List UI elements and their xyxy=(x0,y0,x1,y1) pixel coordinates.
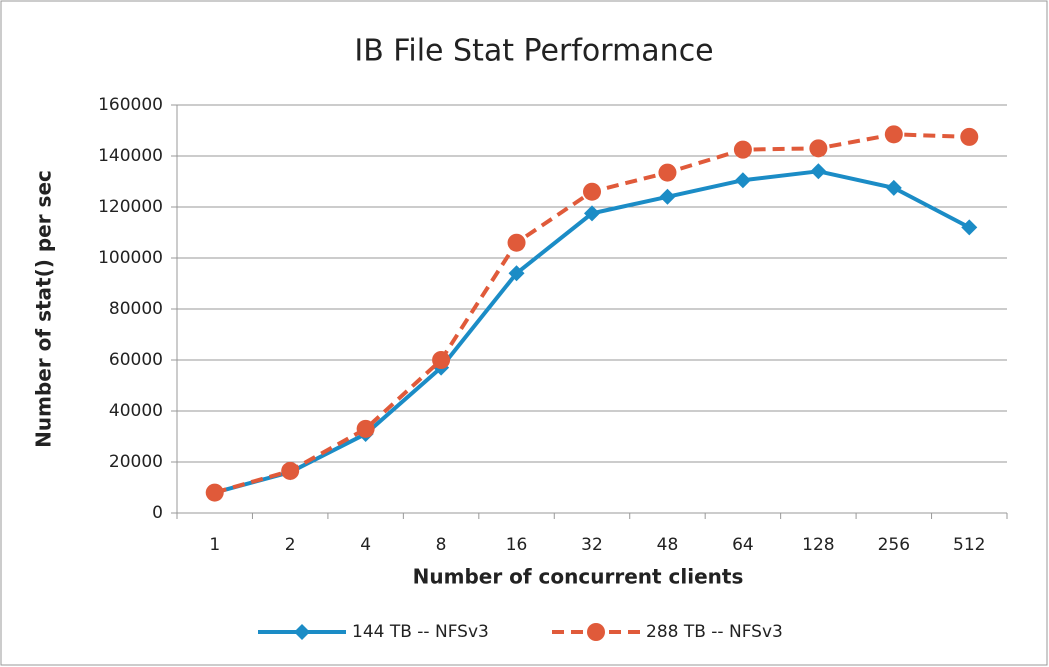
point xyxy=(507,233,526,252)
legend-label: 288 TB -- NFSv3 xyxy=(646,622,783,642)
point xyxy=(584,205,600,222)
x-tick-label: 256 xyxy=(878,535,910,555)
legend-marker xyxy=(587,623,605,641)
x-tick-label: 32 xyxy=(581,535,603,555)
point xyxy=(961,219,978,236)
x-tick-label: 2 xyxy=(285,535,296,555)
point xyxy=(205,483,224,502)
y-tick-label: 80000 xyxy=(109,299,163,319)
y-tick-label: 20000 xyxy=(109,452,163,472)
point xyxy=(583,182,601,201)
y-tick-label: 120000 xyxy=(98,197,163,217)
y-tick-label: 100000 xyxy=(98,248,163,268)
x-tick-label: 16 xyxy=(506,535,528,555)
x-tick-label: 4 xyxy=(360,535,371,555)
point xyxy=(281,461,300,480)
x-tick-label: 48 xyxy=(657,535,679,555)
point xyxy=(733,140,752,159)
point xyxy=(884,125,903,144)
point xyxy=(508,265,525,282)
y-tick-label: 40000 xyxy=(109,401,163,421)
point xyxy=(659,188,676,205)
y-tick-label: 160000 xyxy=(98,95,163,115)
y-tick-label: 140000 xyxy=(98,146,163,166)
y-axis-label: Number of stat() per sec xyxy=(32,170,56,448)
point xyxy=(658,163,677,182)
x-tick-label: 8 xyxy=(436,535,447,555)
legend-marker xyxy=(294,624,310,640)
y-tick-label: 60000 xyxy=(109,350,163,370)
legend-label: 144 TB -- NFSv3 xyxy=(352,622,489,642)
point xyxy=(734,172,751,189)
point xyxy=(960,127,979,146)
x-tick-label: 1 xyxy=(209,535,220,555)
y-tick-label: 0 xyxy=(152,503,163,523)
x-tick-label: 128 xyxy=(802,535,834,555)
x-axis-label: Number of concurrent clients xyxy=(413,565,744,589)
x-tick-label: 512 xyxy=(953,535,985,555)
x-tick-label: 64 xyxy=(732,535,754,555)
point xyxy=(809,139,828,158)
point xyxy=(432,351,451,369)
point xyxy=(885,179,902,196)
point xyxy=(356,419,375,438)
chart-title: IB File Stat Performance xyxy=(354,34,713,69)
point xyxy=(810,163,827,180)
